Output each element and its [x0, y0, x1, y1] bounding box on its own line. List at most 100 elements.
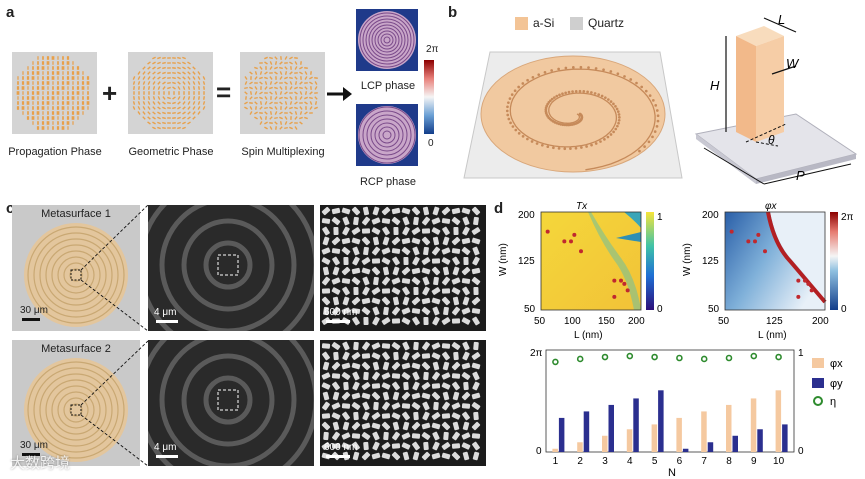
nanopillar: [61, 86, 65, 90]
nanopillar: [260, 86, 262, 90]
ring: [63, 397, 89, 423]
nanopillar: [167, 122, 171, 124]
nanopillar: [274, 86, 278, 90]
nanopillar: [280, 106, 282, 110]
nanopillar: [177, 86, 181, 90]
nanopillar: [254, 101, 258, 105]
sem-pillar: [452, 391, 460, 401]
nanopillar: [27, 106, 29, 110]
sem-pillar: [431, 422, 441, 430]
colorbar-max: 2π: [426, 44, 439, 55]
ring: [181, 353, 275, 447]
pillar-dot: [609, 100, 613, 103]
nanopillar: [61, 106, 65, 110]
nanopillar: [264, 92, 268, 94]
nanopillar: [162, 111, 166, 115]
sem-pillar: [462, 226, 470, 236]
sem-pillar: [381, 276, 391, 286]
phix-heatmap: φx 2π 0 200 125 50 50 125 200 L (nm) W (…: [682, 201, 854, 341]
bar-xtick: 10: [773, 456, 785, 467]
sem-pillar: [472, 451, 480, 461]
design-point: [763, 249, 767, 254]
nanopillar: [294, 57, 298, 59]
sem-pillar: [432, 206, 440, 216]
design-point: [806, 281, 811, 286]
nanopillar: [294, 72, 298, 74]
nanopillar: [269, 66, 273, 70]
sem-pillar: [462, 351, 470, 361]
nanopillar: [289, 126, 293, 130]
nanopillar: [167, 77, 171, 79]
sem-pillar: [411, 308, 421, 314]
nanopillar: [177, 121, 181, 125]
nanopillar: [71, 116, 75, 120]
nanopillar: [51, 91, 55, 95]
sem-pillar: [411, 392, 421, 400]
nanopillar: [274, 106, 278, 110]
bar-ymax-left: 2π: [530, 348, 543, 359]
scalebar-4um-2: [156, 455, 178, 458]
sem-pillar: [451, 342, 461, 350]
nanopillar: [167, 102, 171, 104]
nanopillar: [66, 96, 70, 100]
nanopillar: [254, 111, 258, 115]
nanopillar: [157, 116, 161, 120]
pillar-dot: [609, 70, 613, 73]
nanopillar: [202, 81, 206, 85]
pillar-dot: [616, 110, 620, 114]
nanopillar: [304, 96, 308, 100]
caption-geometric: Geometric Phase: [128, 146, 214, 158]
nanopillar: [162, 86, 166, 90]
nanopillar: [46, 81, 50, 85]
pillar-dot: [543, 71, 547, 74]
sem-pillar: [381, 296, 391, 306]
sem-pillar: [452, 431, 460, 441]
sem-pillar: [371, 391, 381, 401]
nanopillar: [147, 111, 151, 115]
nanopillar: [177, 106, 181, 110]
nanopillar: [264, 101, 268, 105]
sem-pillar: [401, 237, 411, 245]
bar-xtick: 3: [602, 456, 608, 467]
sem-pillar: [402, 226, 410, 236]
bar-xtick: 9: [751, 456, 757, 467]
nanopillar: [61, 61, 65, 65]
sem-pillar: [401, 246, 411, 256]
tx-ylabel: W (nm): [498, 243, 509, 276]
sem-pillar: [412, 256, 420, 266]
nanopillar: [254, 76, 258, 80]
sem-pillar: [421, 228, 431, 234]
sem-pillar: [351, 237, 361, 245]
nanopillar: [259, 71, 263, 75]
pillar-dot: [569, 123, 573, 127]
sem-pillar: [361, 216, 371, 226]
sem-pillar: [371, 342, 381, 350]
pillar-dot: [517, 131, 521, 135]
nanopillar: [289, 71, 293, 75]
nanopillar: [309, 101, 313, 105]
nanopillar: [57, 101, 59, 105]
sem-pillar: [352, 316, 360, 326]
sem-pillar: [323, 306, 329, 316]
nanopillar: [46, 56, 50, 60]
nanopillar: [249, 106, 253, 110]
nanopillar: [138, 96, 140, 100]
nanopillar: [279, 121, 283, 125]
design-point: [572, 232, 577, 237]
bar-phiy: [757, 429, 763, 452]
sem-pillar: [401, 432, 411, 440]
sem-pillar: [331, 412, 341, 420]
nanopillar: [279, 82, 283, 84]
nanopillar: [36, 86, 40, 90]
nanopillar: [42, 71, 44, 75]
nanopillar: [274, 96, 278, 100]
nanopillar: [167, 127, 171, 129]
nanopillar: [259, 96, 263, 100]
nanopillar: [314, 77, 318, 79]
nanopillar: [86, 81, 90, 85]
nanopillar: [137, 101, 141, 105]
nanopillar: [314, 92, 318, 94]
phase-bar-chart: 1 2 3 4 5 6 7 8 9 10 2π 0 1 0 N φx φy η: [530, 348, 843, 478]
ring: [374, 122, 400, 148]
sem-pillar: [363, 441, 369, 451]
